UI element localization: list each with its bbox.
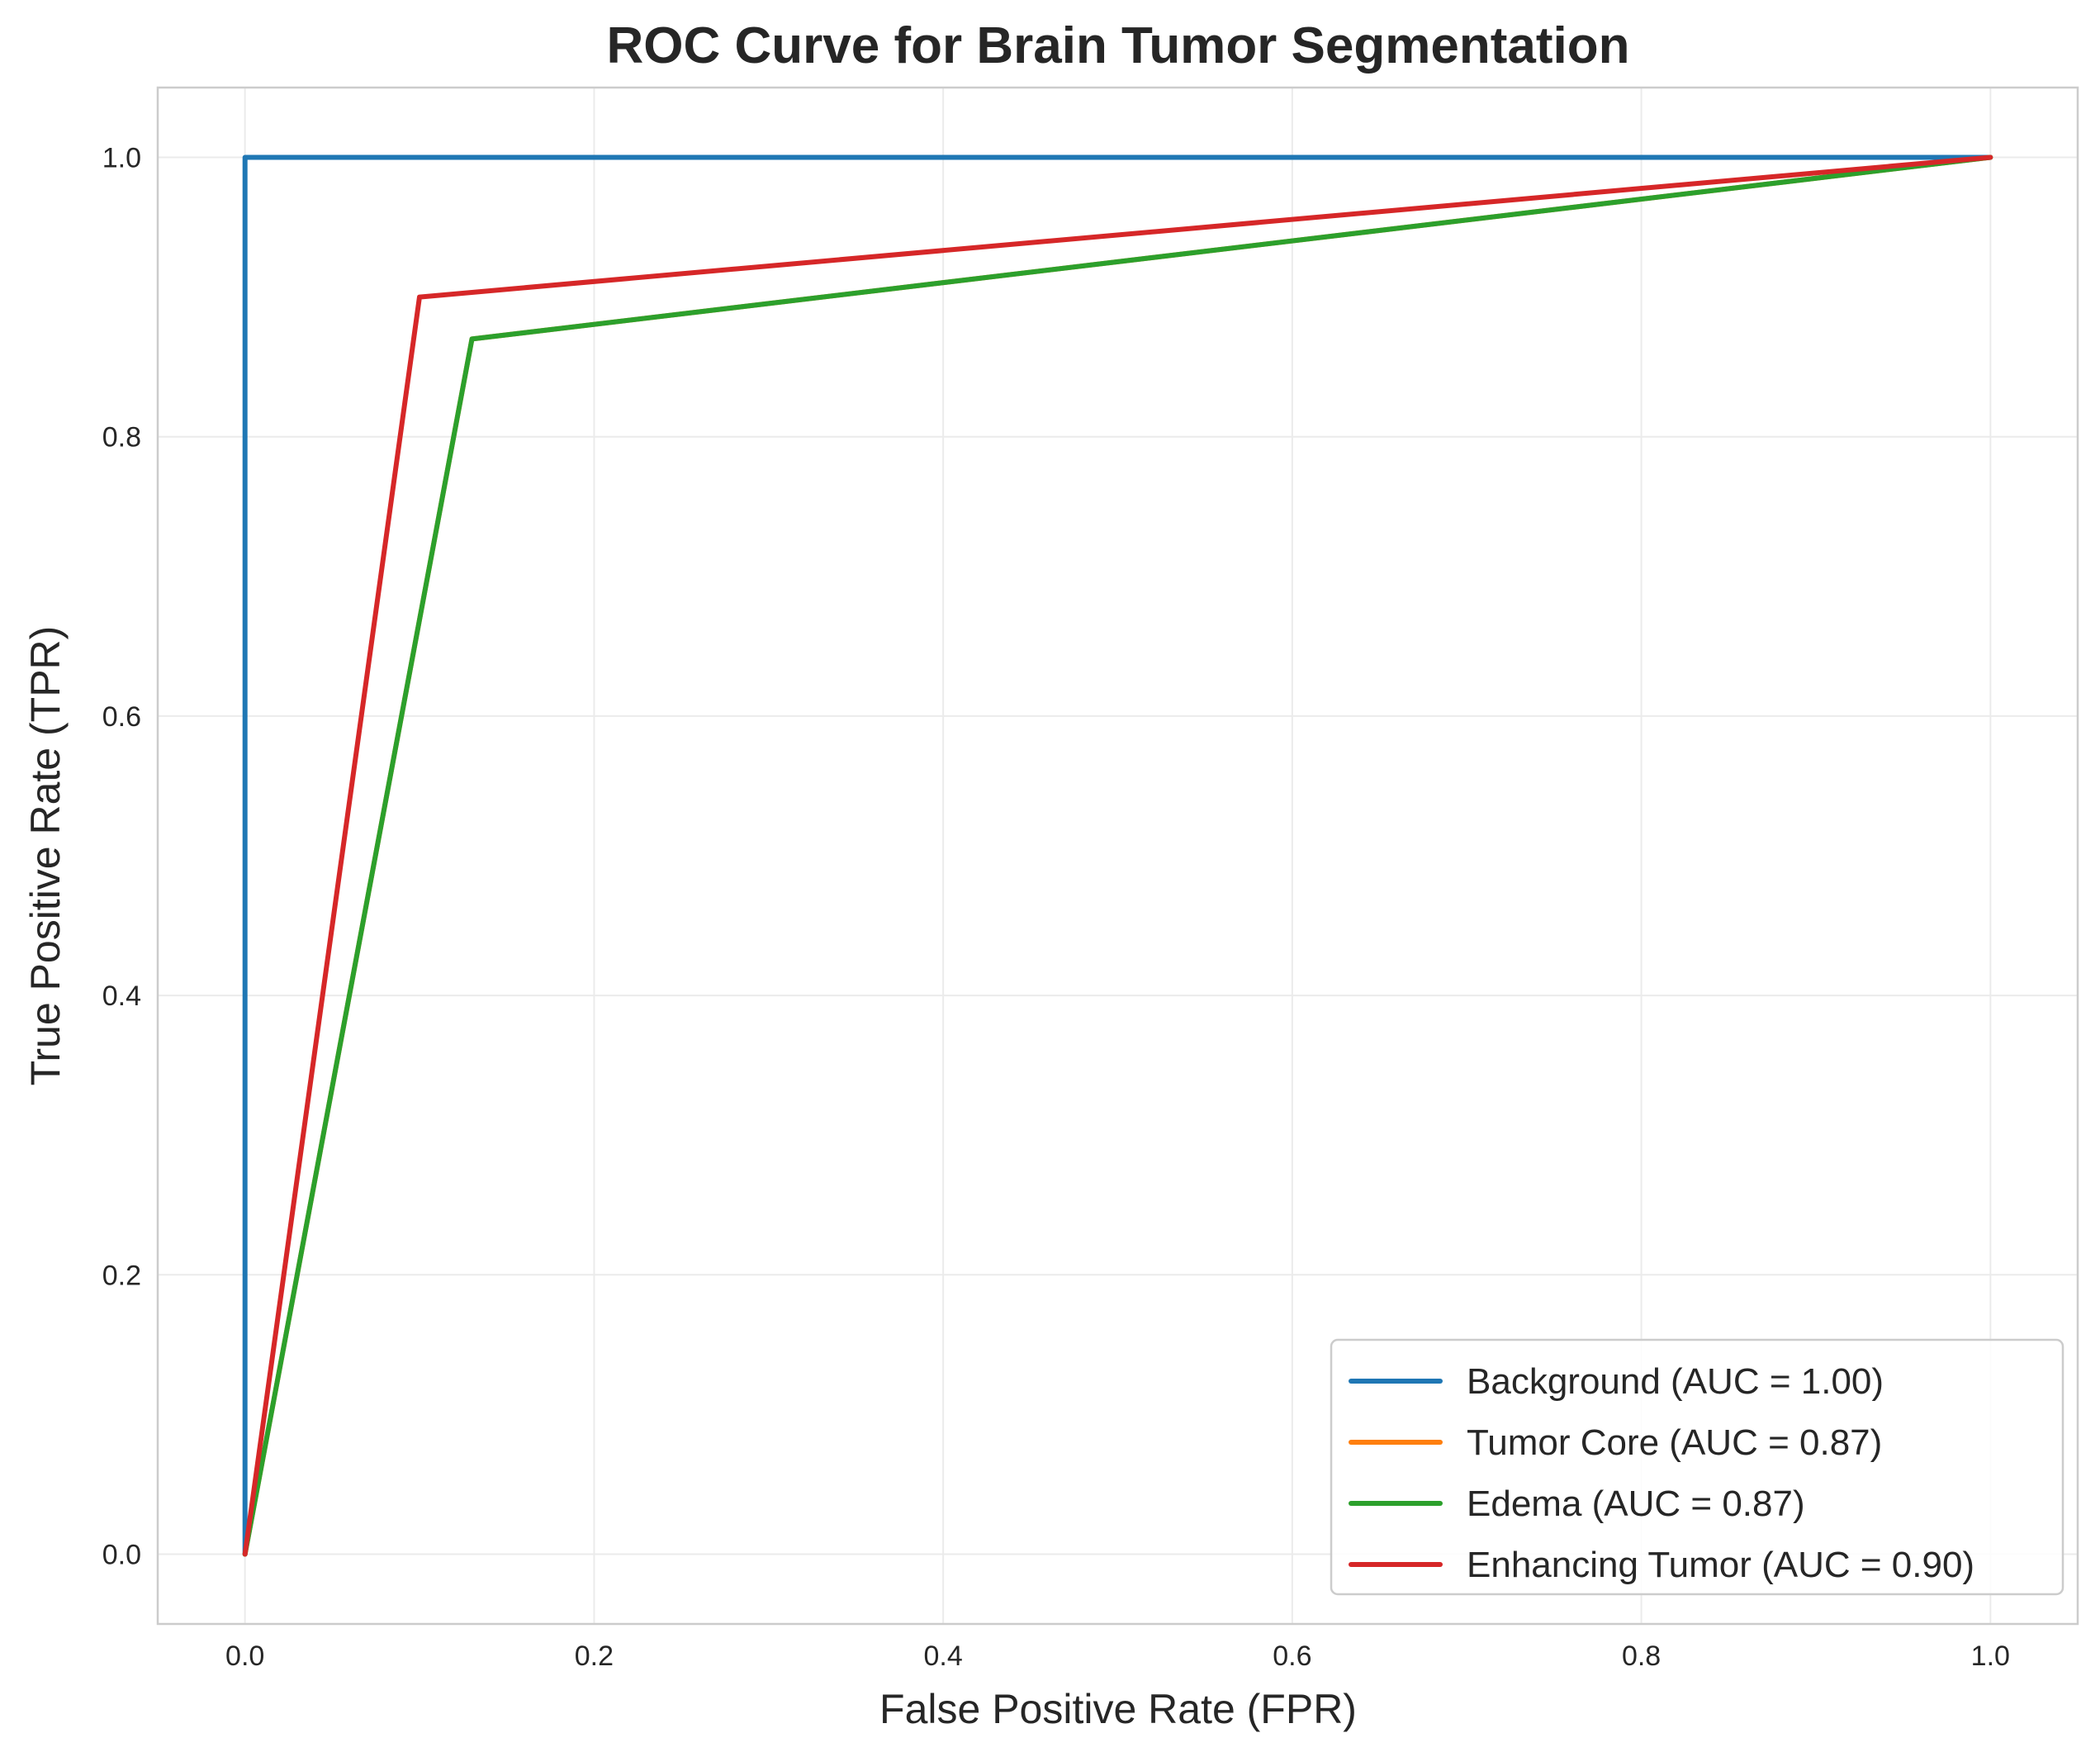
x-tick-label: 0.2 bbox=[575, 1640, 614, 1672]
y-tick-label: 0.2 bbox=[102, 1260, 141, 1291]
y-tick-label: 1.0 bbox=[102, 143, 141, 174]
y-axis-label: True Positive Rate (TPR) bbox=[22, 626, 69, 1086]
series-lines bbox=[242, 154, 1993, 1557]
legend-box bbox=[1330, 1338, 2064, 1596]
x-tick-label: 1.0 bbox=[1971, 1640, 2010, 1672]
series-line-0 bbox=[242, 154, 1993, 1557]
x-axis-label: False Positive Rate (FPR) bbox=[879, 1686, 1357, 1732]
plot-area-frame bbox=[156, 86, 2079, 1626]
legend-label: Enhancing Tumor (AUC = 0.90) bbox=[1467, 1545, 1974, 1585]
series-line-2 bbox=[242, 154, 1993, 1557]
y-tick-label: 0.6 bbox=[102, 701, 141, 733]
legend-label: Background (AUC = 1.00) bbox=[1467, 1361, 1884, 1402]
y-tick-label: 0.0 bbox=[102, 1539, 141, 1570]
y-tick-label: 0.4 bbox=[102, 980, 141, 1012]
legend-label: Tumor Core (AUC = 0.87) bbox=[1467, 1422, 1882, 1463]
x-tick-label: 0.8 bbox=[1622, 1640, 1661, 1672]
x-tick-label: 0.6 bbox=[1273, 1640, 1311, 1672]
y-tick-label: 0.8 bbox=[102, 422, 141, 453]
legend-label: Edema (AUC = 0.87) bbox=[1467, 1484, 1805, 1524]
legend: Background (AUC = 1.00) Tumor Core (AUC =… bbox=[1330, 1338, 2064, 1596]
series-line-3 bbox=[242, 154, 1993, 1557]
chart-title: ROC Curve for Brain Tumor Segmentation bbox=[607, 17, 1630, 74]
tick-labels: 0.0 0.2 0.4 0.6 0.8 1.0 0.0 0.2 0.4 0.6 0.8 1.0 bbox=[102, 143, 2010, 1672]
x-tick-label: 0.4 bbox=[924, 1640, 963, 1672]
x-tick-label: 0.0 bbox=[225, 1640, 264, 1672]
